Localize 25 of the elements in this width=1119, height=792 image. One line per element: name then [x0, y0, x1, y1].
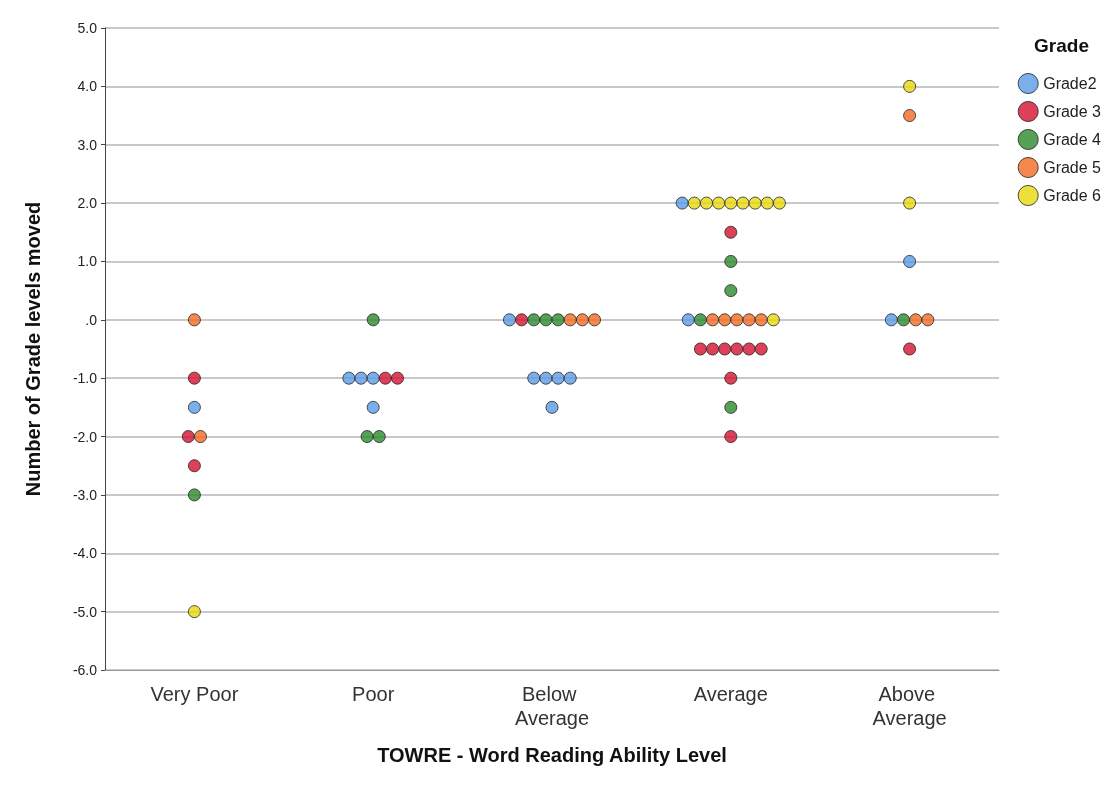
legend-label: Grade 4	[1043, 131, 1102, 148]
y-axis-title: Number of Grade levels moved	[22, 201, 44, 497]
x-tick-label: Very Poor	[150, 683, 239, 705]
y-tick-label: 2.0	[77, 195, 98, 212]
x-tick-label: Above Average	[872, 683, 947, 729]
legend-label: Grade2	[1043, 75, 1097, 92]
x-tick-label: Poor	[352, 683, 395, 705]
x-tick-label: Average	[693, 683, 768, 705]
y-tick-label: 1.0	[77, 253, 98, 270]
y-tick-label: -2.0	[72, 428, 98, 445]
y-tick-label: 5.0	[77, 20, 98, 36]
y-tick-label: -4.0	[72, 545, 98, 562]
legend-title: Grade	[1034, 35, 1090, 56]
y-tick-label: -5.0	[72, 603, 98, 620]
y-tick-label: 4.0	[77, 78, 98, 95]
y-tick-label: -6.0	[72, 662, 98, 678]
y-tick-label: 3.0	[77, 136, 98, 153]
legend-label: Grade 5	[1043, 159, 1102, 176]
x-axis-title: TOWRE - Word Reading Ability Level	[377, 744, 727, 766]
y-tick-label: -1.0	[72, 370, 98, 387]
x-tick-label: Below Average	[514, 683, 590, 729]
y-tick-label: .0	[85, 311, 98, 328]
legend-label: Grade 6	[1043, 187, 1102, 204]
y-tick-label: -3.0	[72, 486, 98, 503]
legend-label: Grade 3	[1043, 103, 1102, 120]
